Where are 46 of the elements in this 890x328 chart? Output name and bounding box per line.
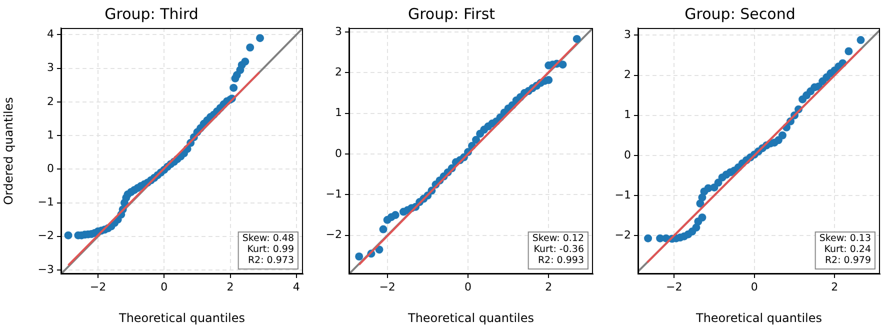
x-tick-label: 2 [226,280,234,294]
annotation: Skew: 0.12 [532,233,584,244]
y-axis-title: Ordered quantiles [1,97,16,205]
y-tick-label: 3 [335,24,342,38]
x-axis-title: Theoretical quantiles [694,310,822,325]
chart-title: Group: Second [684,4,796,23]
x-axis-title: Theoretical quantiles [406,310,534,325]
x-tick-label: 0 [750,280,758,294]
x-axis-title: Theoretical quantiles [118,310,246,325]
chart-title: Group: First [408,4,496,23]
y-tick-label: 3 [624,28,631,42]
x-tick-label: −2 [666,280,682,294]
y-tick-label: 2 [47,94,54,108]
y-tick-label: −2 [326,228,342,242]
annotation: R2: 0.993 [538,255,584,266]
y-tick-label: 1 [624,108,631,122]
y-tick-label: 0 [47,162,54,176]
y-tick-label: −3 [38,262,54,276]
x-tick-label: 0 [464,280,472,294]
annotation: R2: 0.973 [248,255,294,266]
annotation: Kurt: 0.99 [247,244,294,256]
y-tick-label: −2 [38,229,54,242]
y-tick-label: 2 [335,66,342,79]
x-tick-label: 2 [545,280,552,294]
x-tick-label: −2 [379,280,396,294]
y-tick-label: 3 [47,61,54,74]
annotation: Skew: 0.48 [242,233,294,244]
x-tick-label: 0 [160,280,168,294]
annotation: Skew: 0.13 [819,233,871,244]
y-tick-label: −1 [38,196,54,209]
y-tick-label: 1 [335,106,342,120]
x-tick-label: −2 [90,280,106,294]
y-tick-label: 0 [335,146,342,160]
y-tick-label: −1 [614,188,631,202]
x-tick-label: 4 [292,280,300,294]
chart-title: Group: Third [104,4,198,23]
y-tick-label: 2 [624,68,631,82]
y-tick-label: 4 [47,28,54,41]
x-tick-label: 2 [831,280,838,294]
y-tick-label: 0 [624,148,631,162]
annotation: Kurt: 0.24 [824,244,871,256]
annotation: Kurt: -0.36 [534,244,584,256]
y-tick-label: 1 [47,128,54,142]
y-tick-label: −1 [326,188,342,201]
y-tick-label: −2 [614,228,631,242]
annotation: R2: 0.979 [824,255,871,266]
